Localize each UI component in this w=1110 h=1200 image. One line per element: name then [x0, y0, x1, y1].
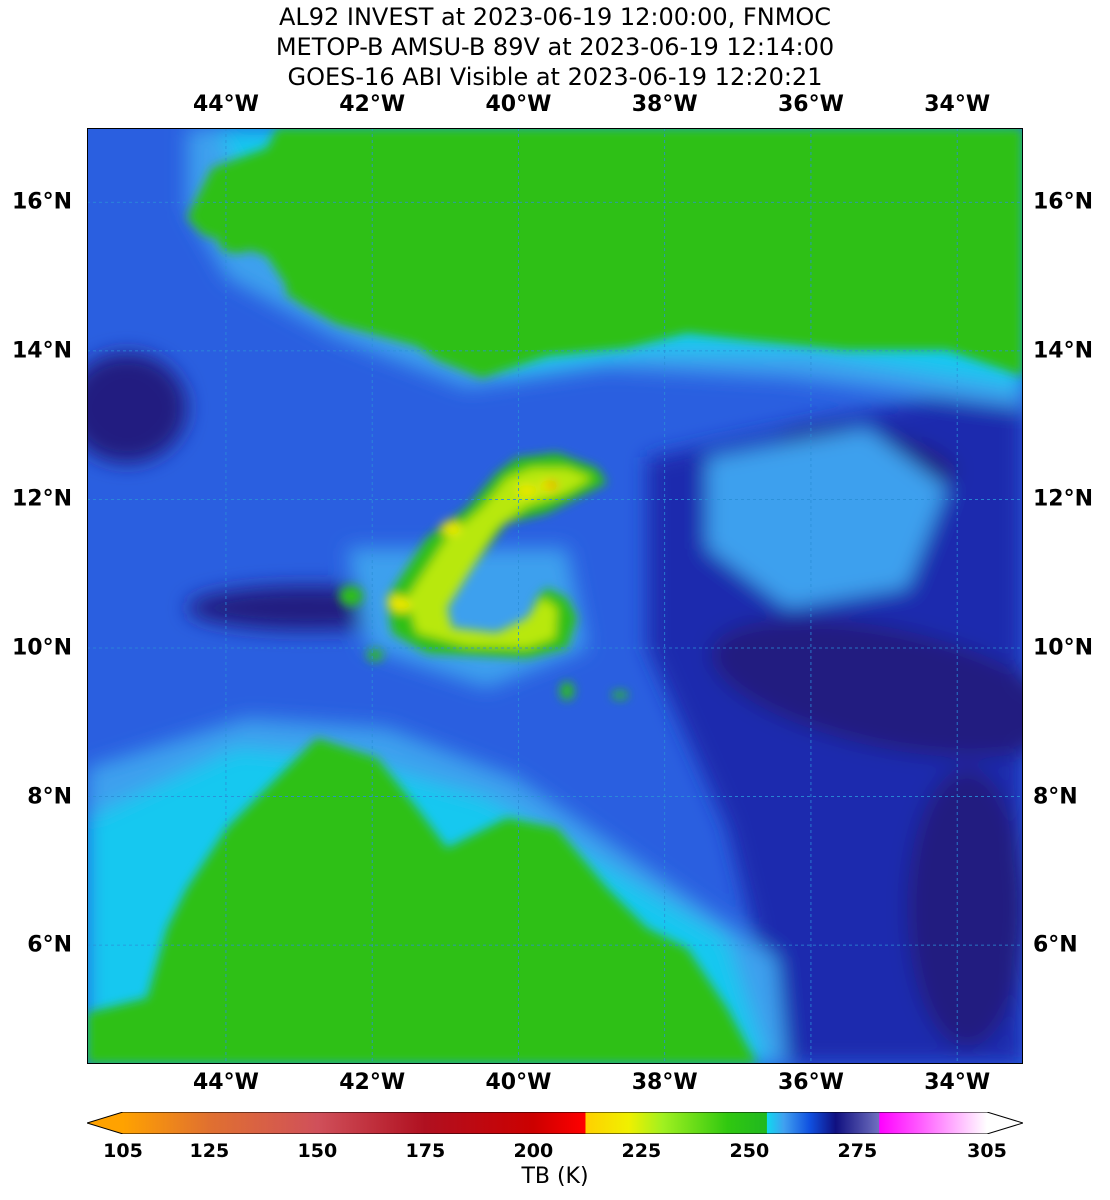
lon-tick-label: 40°W: [485, 92, 552, 117]
north-clear-region: [187, 128, 1023, 378]
yellow-core-3: [517, 485, 537, 497]
east-light: [707, 428, 947, 608]
cell-6: [286, 282, 298, 298]
title-line-2: METOP-B AMSU-B 89V at 2023-06-19 12:14:0…: [275, 33, 835, 61]
lat-tick-label: 6°N: [27, 932, 72, 958]
lat-tick-label: 6°N: [1033, 932, 1078, 958]
lon-tick-label: 42°W: [339, 1070, 406, 1095]
lat-tick-label: 16°N: [11, 189, 72, 215]
lon-tick-label: 34°W: [924, 92, 991, 117]
title-line-1: AL92 INVEST at 2023-06-19 12:00:00, FNMO…: [278, 3, 832, 31]
lon-tick-label: 36°W: [777, 1070, 844, 1095]
cell-3: [560, 682, 574, 700]
cell-1: [339, 586, 363, 606]
colorbar-tick-label: 275: [837, 1140, 878, 1162]
colorbar-tick-label: 175: [405, 1140, 446, 1162]
convective-core: [87, 128, 1023, 1064]
cell-7: [455, 955, 479, 971]
lat-tick-label: 16°N: [1033, 189, 1094, 215]
lon-tick-label: 44°W: [192, 1070, 259, 1095]
lat-tick-label: 10°N: [11, 635, 72, 661]
lat-tick-label: 8°N: [27, 784, 72, 810]
lat-tick-label: 8°N: [1033, 784, 1078, 810]
lon-tick-label: 38°W: [631, 92, 698, 117]
lat-tick-label: 14°N: [1033, 338, 1094, 364]
colorbar-tick-label: 150: [297, 1140, 338, 1162]
colorbar-tick-label: 225: [621, 1140, 662, 1162]
cell-8: [592, 1002, 632, 1026]
gridlines: [87, 128, 1023, 1064]
lat-tick-label: 12°N: [11, 486, 72, 512]
cell-4: [612, 691, 628, 699]
title-line-3: GOES-16 ABI Visible at 2023-06-19 12:20:…: [287, 63, 823, 91]
lat-tick-label: 10°N: [1033, 635, 1094, 661]
colorbar-tick-label: 105: [103, 1140, 143, 1162]
colorbar-tick-label: 305: [967, 1140, 1007, 1162]
cell-5: [219, 233, 255, 253]
yellow-core-2: [441, 521, 461, 535]
colorbar-label: TB (K): [521, 1164, 589, 1189]
lat-tick-label: 14°N: [11, 338, 72, 364]
red-core: [548, 482, 556, 488]
lat-tick-label: 12°N: [1033, 486, 1094, 512]
south-clear-region: [87, 738, 757, 1064]
lon-tick-label: 38°W: [631, 1070, 698, 1095]
dark-band-west: [87, 353, 187, 463]
lon-tick-label: 44°W: [192, 92, 259, 117]
lon-tick-label: 42°W: [339, 92, 406, 117]
colorbar: [87, 1112, 1023, 1134]
yellow-core-1: [387, 595, 411, 613]
colorbar-tick-label: 200: [513, 1140, 554, 1162]
satellite-map: [87, 128, 1023, 1064]
colorbar-tick-label: 250: [729, 1140, 770, 1162]
dark-band-south: [907, 768, 1023, 1048]
lon-tick-label: 34°W: [924, 1070, 991, 1095]
map-frame: [87, 128, 1023, 1064]
dark-band-east: [710, 618, 1023, 758]
lon-tick-label: 40°W: [485, 1070, 552, 1095]
lon-tick-label: 36°W: [777, 92, 844, 117]
cell-2: [367, 649, 383, 661]
spiral-arm-bright: [407, 468, 592, 648]
colorbar-tick-label: 125: [189, 1140, 230, 1162]
